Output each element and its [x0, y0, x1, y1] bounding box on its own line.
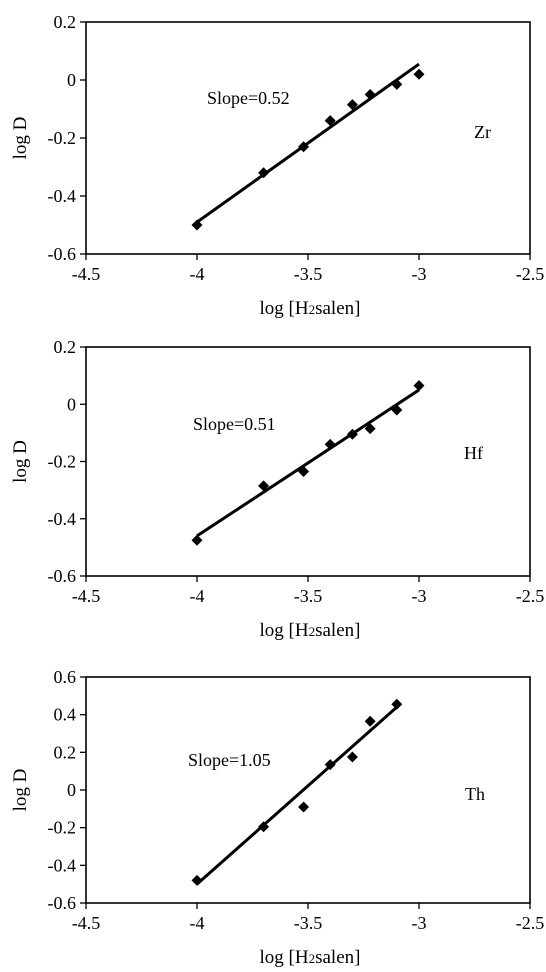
x-tick-label: -4 [190, 586, 205, 606]
y-tick-label: 0.6 [54, 667, 77, 687]
data-point [391, 404, 403, 416]
data-point [298, 801, 310, 813]
element-label: Zr [474, 122, 491, 142]
data-point [364, 89, 376, 100]
data-point [191, 874, 203, 886]
data-point [364, 715, 376, 727]
x-tick-label: -4.5 [72, 264, 101, 284]
slope-label: Slope=1.05 [188, 750, 271, 770]
element-label: Hf [464, 443, 483, 463]
x-tick-label: -4.5 [72, 913, 101, 933]
x-tick-label: -3.5 [294, 264, 323, 284]
y-tick-label: -0.2 [48, 128, 77, 148]
data-point [191, 219, 203, 231]
slope-label: Slope=0.51 [193, 414, 276, 434]
element-label: Th [465, 784, 485, 804]
x-tick-label: -2.5 [516, 913, 545, 933]
data-point [258, 821, 270, 833]
y-tick-label: 0 [67, 394, 76, 414]
data-point [346, 751, 358, 763]
fit-line [196, 62, 420, 224]
y-tick-label: 0 [67, 780, 76, 800]
y-tick-label: -0.2 [48, 818, 77, 838]
data-point [413, 68, 425, 80]
data-point [364, 423, 376, 435]
y-tick-label: -0.6 [48, 893, 77, 913]
data-point [298, 141, 310, 153]
chart-panel-1: -0.6 -0.4 -0.2 0 0.2 -4.5 -4 -3.5 -3 -2.5 log [H2s… [10, 12, 544, 319]
chart-panel-3: -0.6 -0.4 -0.2 0 0.2 0.4 0.6 -4.5 -4 -3.5 -3 -2.5 lo… [10, 667, 544, 968]
x-tick-label: -4 [190, 913, 205, 933]
data-point [346, 428, 358, 440]
x-tick-label: -3.5 [294, 586, 323, 606]
data-point [324, 438, 336, 450]
x-tick-label: -3 [412, 586, 427, 606]
y-tick-label: 0 [67, 70, 76, 90]
y-axis-label: log D [10, 769, 31, 812]
x-axis-label: log [H2salen] [260, 620, 361, 641]
data-point [324, 759, 336, 771]
slope-label: Slope=0.52 [207, 88, 290, 108]
y-tick-label: 0.4 [54, 705, 77, 725]
y-tick-label: -0.4 [48, 855, 77, 875]
y-axis-label: log D [10, 440, 31, 483]
x-tick-label: -4 [190, 264, 205, 284]
data-point [324, 115, 336, 127]
y-axis-label: log D [10, 117, 31, 160]
y-tick-label: -0.6 [48, 244, 77, 264]
fit-line [196, 388, 420, 538]
x-tick-label: -2.5 [516, 264, 545, 284]
data-point [191, 534, 203, 546]
plot-area-frame [85, 21, 531, 255]
y-tick-label: 0.2 [54, 12, 77, 32]
x-tick-label: -3.5 [294, 913, 323, 933]
data-point [346, 99, 358, 111]
x-tick-label: -3 [412, 264, 427, 284]
y-tick-label: 0.2 [54, 337, 77, 357]
data-point [298, 466, 310, 478]
y-tick-label: -0.4 [48, 509, 77, 529]
x-tick-label: -4.5 [72, 586, 101, 606]
x-axis-label: log [H2salen] [260, 947, 361, 968]
y-tick-label: -0.4 [48, 186, 77, 206]
data-point [391, 698, 403, 710]
y-tick-label: 0.2 [54, 742, 77, 762]
chart-panel-2: -0.6 -0.4 -0.2 0 0.2 -4.5 -4 -3.5 -3 -2.5 log [H2s… [10, 337, 544, 641]
data-point [391, 78, 403, 90]
data-point [413, 380, 425, 392]
x-axis-label: log [H2salen] [260, 298, 361, 319]
x-tick-label: -2.5 [516, 586, 545, 606]
data-point [258, 167, 270, 179]
plot-area-frame [85, 676, 531, 904]
data-point [258, 480, 270, 492]
fit-line [196, 706, 398, 886]
y-tick-label: -0.6 [48, 566, 77, 586]
x-tick-label: -3 [412, 913, 427, 933]
y-tick-label: -0.2 [48, 452, 77, 472]
